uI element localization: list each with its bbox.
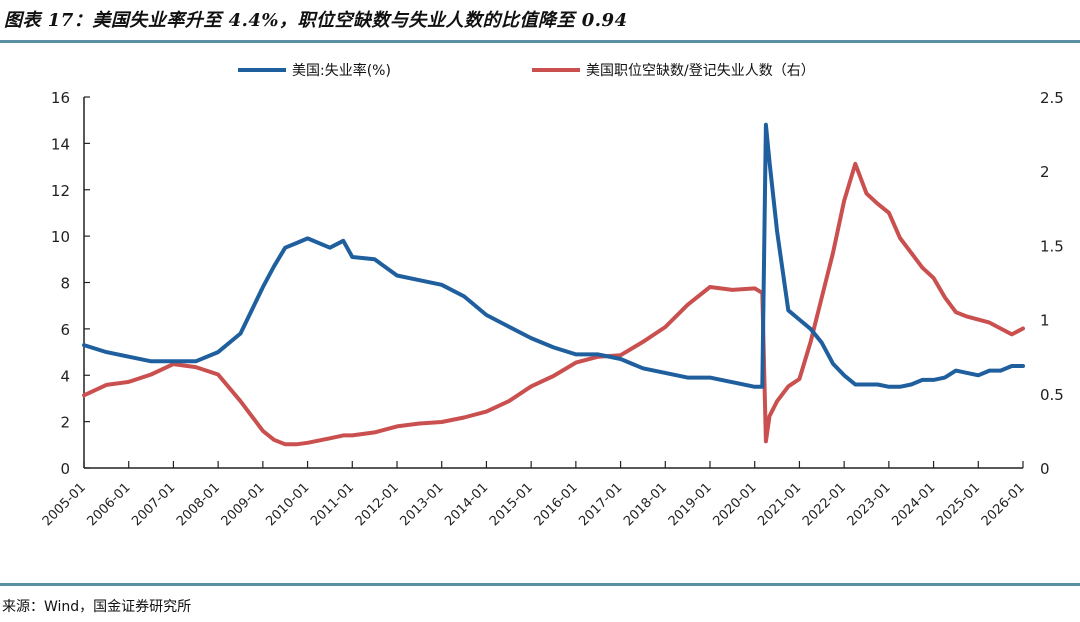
top-divider: [0, 40, 1080, 43]
series-lines: [82, 122, 1025, 447]
x-tick-label: 2010-01: [263, 480, 312, 529]
x-tick-label: 2012-01: [353, 480, 402, 529]
y-right-tick-label: 0: [1040, 460, 1050, 478]
ratio-line: [82, 161, 1025, 447]
y-right-tick-label: 0.5: [1040, 386, 1064, 404]
chart-area: 美国:失业率(%) 美国职位空缺数/登记失业人数（右） 024681012141…: [40, 62, 1064, 529]
x-tick-label: 2021-01: [755, 480, 804, 529]
unemployment-line: [82, 122, 1025, 389]
x-tick-label: 2008-01: [174, 480, 223, 529]
x-tick-label: 2009-01: [219, 480, 268, 529]
x-tick-label: 2016-01: [532, 480, 581, 529]
x-tick-label: 2025-01: [934, 480, 983, 529]
y-left-tick-label: 0: [60, 460, 70, 478]
y-left-tick-label: 4: [60, 367, 70, 385]
x-tick-label: 2013-01: [398, 480, 447, 529]
y-left-tick-label: 16: [51, 89, 70, 107]
y-right-tick-label: 2: [1040, 163, 1050, 181]
legend-label-ratio: 美国职位空缺数/登记失业人数（右）: [586, 63, 815, 79]
x-tick-label: 2005-01: [40, 480, 89, 529]
x-tick-label: 2015-01: [487, 480, 536, 529]
bottom-divider: [0, 583, 1080, 586]
x-tick-label: 2007-01: [129, 480, 178, 529]
x-tick-label: 2006-01: [85, 480, 134, 529]
x-tick-label: 2019-01: [666, 480, 715, 529]
y-right-tick-label: 1: [1040, 312, 1050, 330]
x-tick-label: 2017-01: [576, 480, 625, 529]
y-right-tick-label: 2.5: [1040, 89, 1064, 107]
legend-label-unemployment: 美国:失业率(%): [292, 62, 391, 79]
x-tick-label: 2020-01: [711, 480, 760, 529]
x-tick-label: 2018-01: [621, 480, 670, 529]
y-left-tick-label: 12: [51, 182, 70, 200]
axes: 024681012141600.511.522.52005-012006-012…: [40, 89, 1064, 529]
y-left-tick-label: 2: [60, 414, 70, 432]
y-left-tick-label: 6: [60, 321, 70, 339]
x-tick-label: 2023-01: [845, 480, 894, 529]
x-tick-label: 2011-01: [308, 480, 357, 529]
x-tick-label: 2014-01: [442, 480, 491, 529]
source-note: 来源：Wind，国金证券研究所: [2, 599, 192, 615]
x-tick-label: 2026-01: [979, 480, 1028, 529]
y-left-tick-label: 8: [60, 275, 70, 293]
chart-title: 图表 17：美国失业率升至 4.4%，职位空缺数与失业人数的比值降至 0.94: [4, 10, 628, 31]
y-left-tick-label: 10: [51, 228, 70, 246]
legend: 美国:失业率(%) 美国职位空缺数/登记失业人数（右）: [238, 62, 815, 79]
y-left-tick-label: 14: [51, 135, 70, 153]
x-tick-label: 2024-01: [889, 480, 938, 529]
y-right-tick-label: 1.5: [1040, 237, 1064, 255]
x-tick-label: 2022-01: [800, 480, 849, 529]
